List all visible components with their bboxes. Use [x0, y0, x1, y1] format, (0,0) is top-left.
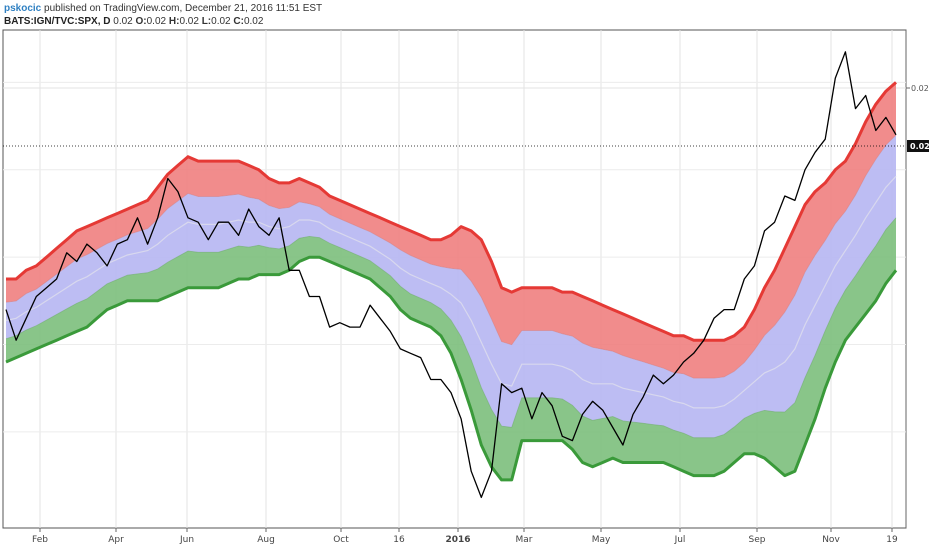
time-axis[interactable]: Feb Apr Jun Aug Oct 16 2016 Mar May Jul Sep Nov 19 [32, 528, 898, 545]
basis-line [5, 175, 897, 409]
upper-inner-line [5, 134, 897, 379]
open-key: O: [135, 16, 147, 27]
time-tick-label: May [592, 535, 611, 545]
time-tick-label: Oct [333, 535, 349, 545]
ohlc-line: BATS:IGN/TVC:SPX, D 0.02 O:0.02 H:0.02 L… [4, 15, 924, 28]
lower-band-line [5, 255, 898, 482]
band-lines [3, 51, 906, 499]
time-tick-label: Apr [108, 535, 124, 545]
time-tick-label: Sep [749, 535, 766, 545]
price-tick-label: 0.02 [911, 84, 929, 93]
chart-header: pskocic published on TradingView.com, De… [4, 2, 924, 28]
low-key: L: [201, 16, 212, 27]
price-axis[interactable]: 0.02 0.02 [906, 84, 930, 152]
symbol-label: BATS:IGN/TVC:SPX, D [4, 16, 111, 27]
high-key: H: [168, 16, 180, 27]
time-tick-label: Jul [674, 535, 686, 545]
upper-band-line [6, 81, 897, 342]
middle-band-fill [6, 135, 896, 438]
published-text: published on TradingView.com, December 2… [44, 3, 323, 14]
time-tick-label: 16 [393, 535, 405, 545]
last-price-tag-label: 0.02 [910, 142, 930, 151]
time-tick-label: Nov [822, 535, 840, 545]
time-tick-label: 2016 [445, 535, 470, 545]
high-value: 0.02 [179, 16, 199, 27]
low-value: 0.02 [211, 16, 231, 27]
publish-line: pskocic published on TradingView.com, De… [4, 2, 924, 15]
last-price-tag [907, 140, 929, 152]
time-tick-label: Feb [32, 535, 48, 545]
price-line [5, 51, 897, 499]
open-value: 0.02 [146, 16, 167, 27]
time-tick-label: Mar [516, 535, 533, 545]
time-tick-label: Aug [257, 535, 275, 545]
time-tick-label: Jun [179, 535, 194, 545]
close-key: C: [233, 16, 244, 27]
time-tick-label: 19 [886, 535, 898, 545]
lower-inner-line [5, 217, 897, 439]
author-link[interactable]: pskocic [4, 3, 42, 14]
close-value: 0.02 [243, 16, 264, 27]
last-value: 0.02 [113, 16, 133, 27]
